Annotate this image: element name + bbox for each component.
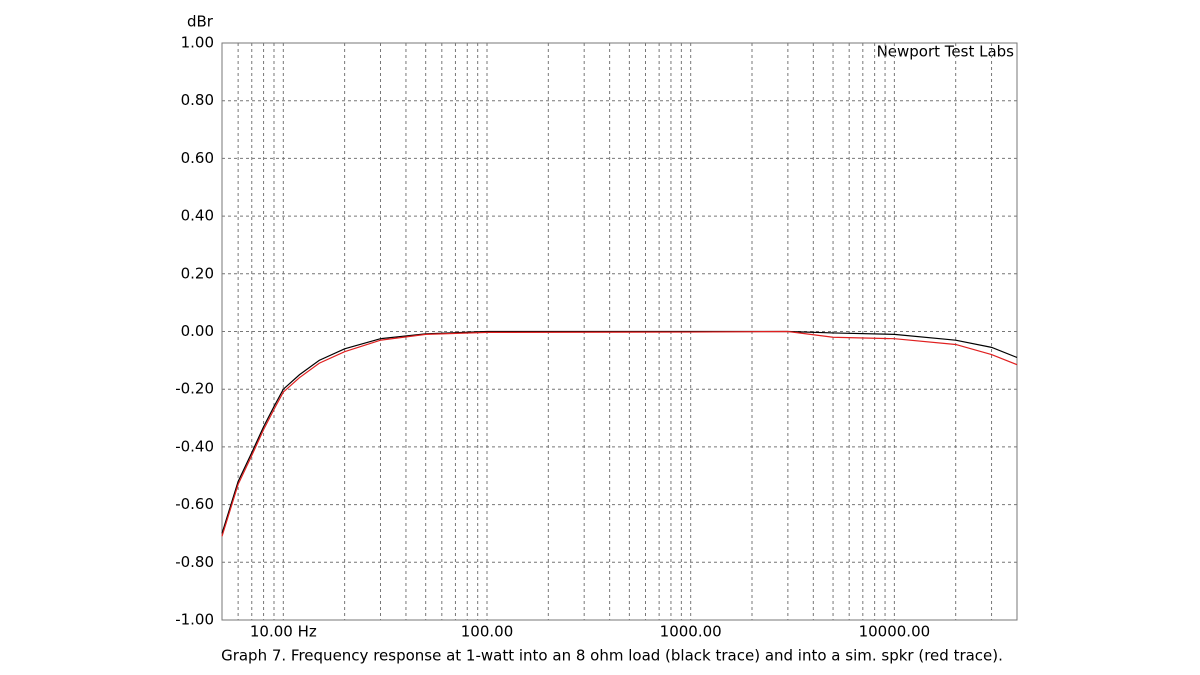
y-tick-label: 0.00 bbox=[181, 322, 214, 340]
annotation: Newport Test Labs bbox=[877, 43, 1015, 61]
x-tick-label: 1000.00 bbox=[660, 623, 722, 641]
y-tick-label: 0.80 bbox=[181, 91, 214, 109]
caption: Graph 7. Frequency response at 1-watt in… bbox=[221, 647, 1003, 665]
y-tick-label: -1.00 bbox=[175, 611, 214, 629]
y-tick-label: 0.40 bbox=[181, 207, 214, 225]
x-tick-label: 10.00 Hz bbox=[250, 623, 317, 641]
y-tick-label: 1.00 bbox=[181, 34, 214, 52]
y-tick-label: -0.20 bbox=[175, 380, 214, 398]
x-tick-label: 10000.00 bbox=[859, 623, 931, 641]
y-axis-label: dBr bbox=[187, 13, 214, 31]
y-tick-label: -0.80 bbox=[175, 553, 214, 571]
x-tick-label: 100.00 bbox=[461, 623, 514, 641]
y-tick-label: 0.20 bbox=[181, 264, 214, 282]
y-tick-label: -0.40 bbox=[175, 437, 214, 455]
y-tick-label: -0.60 bbox=[175, 495, 214, 513]
series-line bbox=[221, 330, 1018, 537]
y-tick-label: 0.60 bbox=[181, 149, 214, 167]
series-line bbox=[221, 330, 1018, 534]
